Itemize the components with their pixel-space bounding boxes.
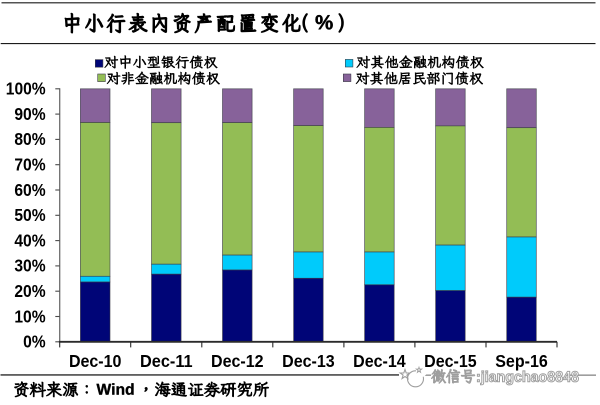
svg-text:40%: 40% — [14, 230, 45, 250]
svg-text:Sep-16: Sep-16 — [495, 351, 548, 371]
svg-text:Dec-10: Dec-10 — [69, 351, 122, 371]
svg-text:100%: 100% — [6, 79, 46, 99]
svg-text:Dec-13: Dec-13 — [282, 351, 335, 371]
svg-text:0%: 0% — [23, 332, 46, 352]
svg-text:20%: 20% — [14, 281, 45, 301]
svg-text:30%: 30% — [14, 256, 45, 276]
svg-text:80%: 80% — [14, 129, 45, 149]
svg-text:Dec-11: Dec-11 — [140, 351, 193, 371]
svg-text:Dec-14: Dec-14 — [353, 351, 406, 371]
svg-text:70%: 70% — [14, 155, 45, 175]
svg-text:50%: 50% — [14, 205, 45, 225]
svg-text:90%: 90% — [14, 104, 45, 124]
svg-text:10%: 10% — [14, 306, 45, 326]
svg-text:60%: 60% — [14, 180, 45, 200]
svg-text:Dec-12: Dec-12 — [211, 351, 264, 371]
svg-text:Dec-15: Dec-15 — [424, 351, 477, 371]
